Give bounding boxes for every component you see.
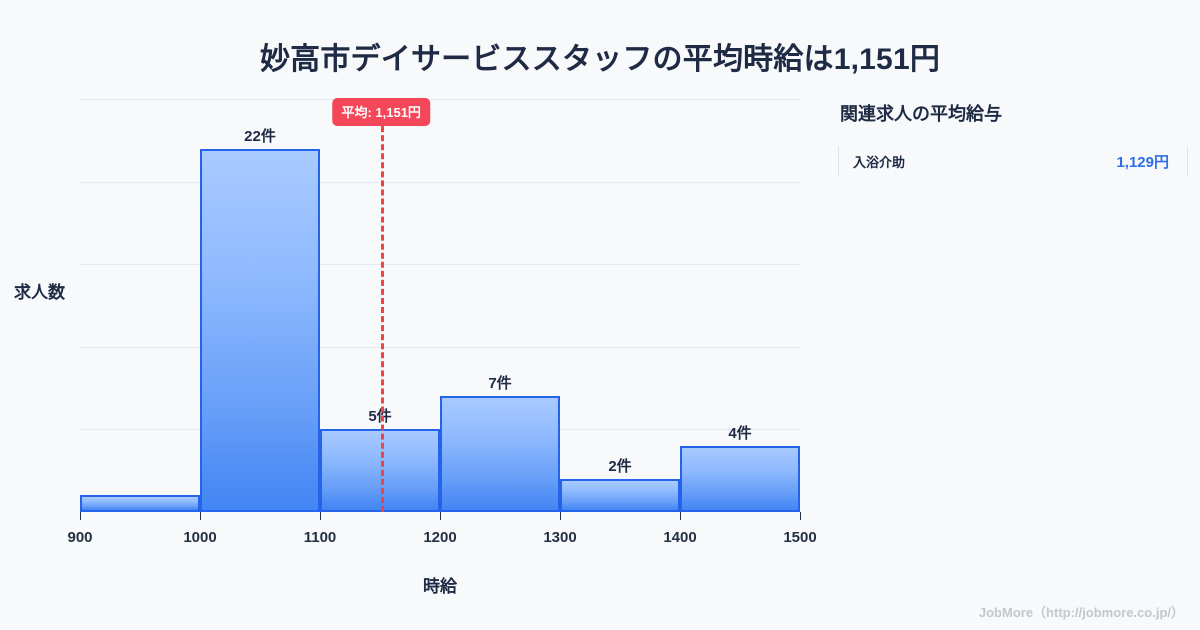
histogram-bar[interactable]	[200, 148, 320, 512]
related-jobs-list: 入浴介助 1,129円	[838, 146, 1188, 176]
x-axis-tick	[320, 512, 321, 520]
x-axis-tick	[680, 512, 681, 520]
bar-value-label: 7件	[488, 375, 512, 393]
bar-value-label: 22件	[244, 127, 276, 145]
gridline	[80, 181, 800, 183]
y-axis-title: 求人数	[14, 283, 65, 302]
bar-value-label: 4件	[728, 424, 752, 442]
x-axis-tick-label: 1200	[423, 529, 457, 546]
x-axis-title: 時給	[423, 577, 457, 596]
x-axis-tick-label: 1100	[303, 529, 337, 546]
watermark: JobMore（http://jobmore.co.jp/）	[978, 605, 1184, 620]
related-job-value: 1,129円	[1116, 153, 1169, 171]
mean-badge: 平均: 1,151円	[332, 98, 430, 126]
gridline	[80, 264, 800, 266]
x-axis-tick-label: 1000	[183, 529, 217, 546]
histogram-bar[interactable]	[320, 429, 440, 512]
x-axis-tick	[200, 512, 201, 520]
plot-area: 22件 5件 7件 2件 4件 900 1000 1100 1200 1300 1400 1500 平均…	[67, 98, 817, 546]
x-axis-tick	[800, 512, 801, 520]
histogram-bar[interactable]	[680, 445, 800, 512]
gridline	[80, 346, 800, 348]
bar-value-label: 5件	[368, 408, 392, 426]
histogram-bar[interactable]	[560, 478, 680, 512]
x-axis-tick	[560, 512, 561, 520]
x-axis-tick	[80, 512, 81, 520]
x-axis-tick	[440, 512, 441, 520]
histogram-bar[interactable]	[80, 495, 200, 512]
mean-line	[381, 99, 385, 512]
x-axis-tick-label: 1300	[543, 529, 577, 546]
related-jobs-heading: 関連求人の平均給与	[840, 104, 1002, 124]
related-jobs-panel: 関連求人の平均給与 入浴介助 1,129円	[838, 100, 1188, 176]
bar-value-label: 2件	[608, 457, 632, 475]
x-axis-tick-label: 1500	[783, 529, 817, 546]
related-job-label: 入浴介助	[853, 154, 906, 170]
x-axis-tick-label: 1400	[663, 529, 697, 546]
histogram-bar[interactable]	[440, 396, 560, 512]
gridline	[80, 99, 800, 100]
page-title: 妙高市デイサービススタッフの平均時給は1,151円	[259, 43, 941, 76]
related-job-row[interactable]: 入浴介助 1,129円	[838, 146, 1188, 176]
histogram-chart: 求人数 22件 5件 7件 2件 4件 900 1000 1100 1200 1300 1400 15…	[14, 98, 817, 596]
x-axis-tick-label: 900	[67, 529, 93, 546]
